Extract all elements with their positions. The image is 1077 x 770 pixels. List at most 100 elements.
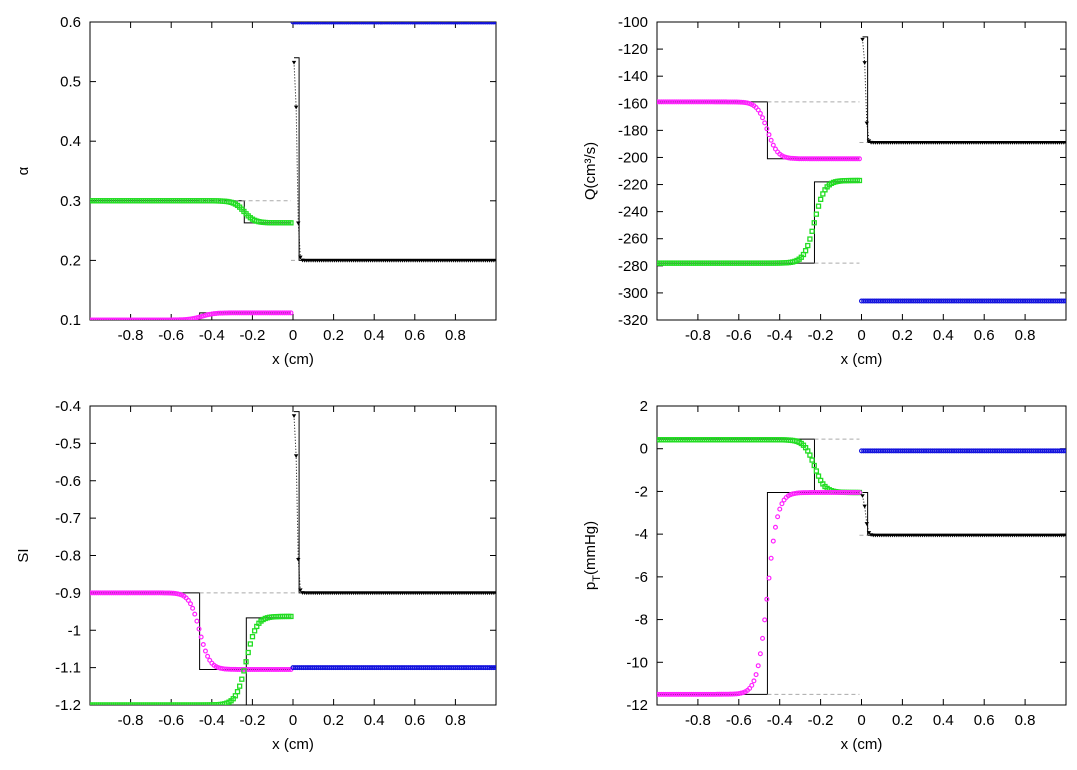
x-tick-label: 0.4 (364, 712, 385, 729)
series-vessel-2-point (190, 316, 196, 320)
y-tick-label: -6 (635, 569, 648, 586)
series-vessel-1 (657, 437, 863, 496)
y-axis-label-main: p (582, 582, 599, 590)
series-vessel-1-point (237, 683, 243, 689)
series-vessel-1-point (815, 473, 822, 479)
series-vessel-3 (290, 22, 496, 25)
series-vessel-2-point (766, 575, 772, 581)
series-vessel-2-point (736, 691, 742, 697)
x-tick-label: 0.6 (974, 712, 995, 729)
y-tick-label: -4 (635, 526, 648, 543)
series-vessel-1-point (245, 649, 251, 656)
y-tick-label: -0.7 (55, 510, 81, 527)
series-vessel-1 (90, 198, 294, 226)
x-tick-label: 0.6 (974, 327, 995, 344)
series-vessel-2-point (111, 317, 117, 320)
series-vessel-1-point (813, 211, 820, 217)
series-vessel-0-point (298, 588, 303, 593)
x-tick-label: -0.2 (239, 712, 265, 729)
x-tick-label: -0.8 (118, 327, 144, 344)
x-tick-label: -0.6 (726, 712, 752, 729)
series-vessel-2-point (286, 666, 292, 672)
series-vessel-0-point (864, 522, 870, 526)
x-tick-label: -0.8 (685, 327, 711, 344)
series-vessel-2-point (768, 137, 774, 143)
subplot-2: -0.8 -0.6 -0.4 -0.2 0 0.2 0.4 0.6 0.8 -320 -300 -28… (582, 14, 1067, 368)
series-vessel-1-point (251, 628, 258, 634)
y-axis-label: Q(cm³/s) (582, 142, 599, 200)
series-vessel-2-point (102, 317, 108, 320)
series-vessel-2-point (854, 156, 860, 162)
series-vessel-2-point (764, 596, 770, 602)
series-vessel-2-point (104, 317, 110, 320)
x-axis-label: x (cm) (272, 351, 314, 368)
series-vessel-2-point (115, 317, 121, 320)
series-vessel-1-point (811, 220, 817, 226)
series-vessel-1-point (232, 693, 239, 699)
series-vessel-2-point (757, 651, 763, 657)
series-vessel-1-point (802, 248, 809, 254)
series-vessel-2-point (777, 506, 783, 512)
series-vessel-1-point (856, 177, 863, 184)
series-vessel-0-point (291, 414, 297, 418)
series-vessel-0 (291, 60, 496, 263)
x-tick-label: -0.2 (239, 327, 265, 344)
series-vessel-0-dotted-line (293, 415, 496, 594)
y-tick-label: -1.1 (55, 660, 81, 677)
series-vessel-2-point (757, 110, 763, 116)
y-tick-label: -280 (618, 258, 648, 275)
x-tick-label: 0.2 (323, 327, 344, 344)
series-vessel-0-dotted-line (862, 39, 1066, 144)
series-vessel-3-point (493, 665, 496, 671)
series-vessel-0-point (1063, 533, 1066, 538)
series-vessel-2-point (738, 690, 744, 696)
series-vessel-2 (90, 310, 294, 320)
y-tick-label: -0.6 (55, 473, 81, 490)
series-vessel-3-point (493, 22, 496, 25)
series-vessel-0-point (866, 139, 872, 144)
y-tick-label: -0.8 (55, 548, 81, 565)
series-vessel-1-point (243, 659, 249, 665)
series-vessel-2-point (286, 310, 292, 316)
series-vessel-0-point (296, 557, 301, 562)
series-vessel-0-point (493, 258, 496, 263)
series-vessel-3-point (491, 665, 496, 671)
series-vessel-2-point (288, 310, 294, 316)
series-vessel-1-point (809, 457, 815, 463)
series-vessel-2-point (205, 653, 211, 659)
x-tick-label: 0.8 (1015, 712, 1036, 729)
x-tick-label: -0.8 (685, 712, 711, 729)
series-vessel-1 (657, 177, 863, 266)
y-tick-label: -0.9 (55, 585, 81, 602)
y-tick-label: -1.2 (55, 697, 81, 714)
series-exact-line (657, 36, 1066, 264)
x-tick-label: -0.6 (158, 327, 184, 344)
series-vessel-0 (860, 37, 1066, 145)
x-tick-label: -0.6 (726, 327, 752, 344)
plot-frame (89, 405, 497, 706)
series-vessel-0-point (493, 591, 496, 596)
y-tick-label: -10 (626, 654, 648, 671)
series-vessel-0-point (298, 255, 303, 260)
series-vessel-2-point (854, 489, 860, 495)
series-vessel-3 (858, 448, 1066, 454)
series-vessel-3-point (491, 22, 496, 25)
series-vessel-2-point (100, 317, 106, 320)
y-tick-label: -0.5 (55, 435, 81, 452)
series-vessel-1-point (815, 203, 822, 209)
subplot-1: -0.8 -0.6 -0.4 -0.2 0 0.2 0.4 0.6 0.8 0.1 0.2 0.3 0.… (15, 14, 497, 368)
series-vessel-0-point (862, 61, 867, 65)
series-vessel-0-point (864, 121, 870, 126)
series-vessel-2-point (192, 611, 198, 617)
series-vessel-2-point (185, 597, 191, 603)
series-vessel-1-point (805, 242, 811, 249)
series-vessel-2-point (760, 635, 766, 641)
x-tick-label: 0.8 (1015, 327, 1036, 344)
series-vessel-2-point (200, 642, 206, 648)
series-vessel-2-point (856, 489, 862, 495)
x-tick-label: 0 (857, 327, 865, 344)
x-tick-label: 0.2 (892, 327, 913, 344)
series-vessel-2-point (190, 605, 196, 611)
series-vessel-2-point (742, 100, 748, 106)
series-vessel-2-point (192, 315, 198, 320)
